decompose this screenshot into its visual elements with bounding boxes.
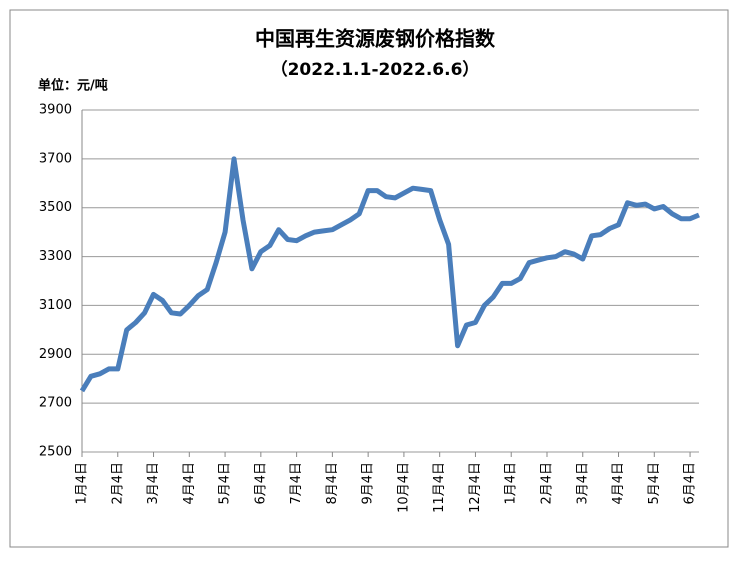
x-tick-label: 1月4日 [75,462,90,505]
unit-label: 单位：元/吨 [38,78,108,94]
y-tick-label: 2700 [39,396,72,411]
y-tick-label: 2500 [39,445,72,460]
chart-frame [9,9,729,548]
x-tick-label: 11月4日 [432,462,447,513]
y-tick-label: 3300 [39,249,72,264]
x-tick-label: 6月4日 [253,462,268,505]
x-tick-label: 2月4日 [110,462,125,505]
x-tick-label: 3月4日 [146,462,161,505]
x-tick-label: 12月4日 [468,462,483,513]
x-tick-label: 4月4日 [611,462,626,505]
x-tick-label: 8月4日 [325,462,340,505]
x-tick-label: 2月4日 [539,462,554,505]
chart-title: 中国再生资源废钢价格指数 [255,27,496,51]
x-tick-label: 3月4日 [575,462,590,505]
y-tick-label: 3700 [39,151,72,166]
x-tick-label: 1月4日 [504,462,519,505]
x-tick-label: 5月4日 [647,462,662,505]
x-tick-label: 4月4日 [182,462,197,505]
x-tick-label: 10月4日 [396,462,411,513]
x-tick-label: 9月4日 [361,462,376,505]
data-line [79,156,700,393]
y-tick-label: 3500 [39,200,72,215]
chart-subtitle: （2022.1.1-2022.6.6） [271,59,480,80]
y-tick-label: 2900 [39,347,72,362]
x-tick-label: 7月4日 [289,462,304,505]
y-tick-label: 3900 [39,103,72,118]
x-tick-label: 6月4日 [683,462,698,505]
y-tick-label: 3100 [39,298,72,313]
x-tick-label: 5月4日 [218,462,233,505]
